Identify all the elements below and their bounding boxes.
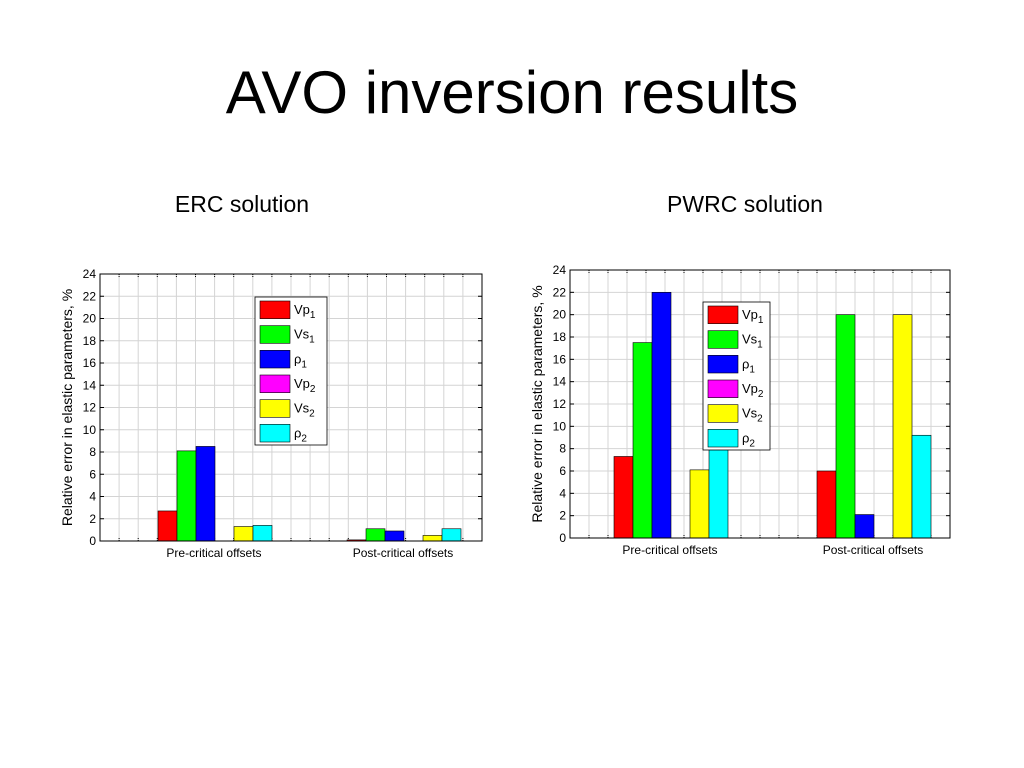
bar-rho1-pre [195,446,216,542]
legend-swatch [259,350,291,369]
bar-vs1-pre [632,342,653,539]
bar-rho1-post [384,530,405,542]
bar-rho2-pre [252,525,273,542]
y-tick-label: 20 [553,308,567,322]
legend-swatch [259,399,291,418]
bar-vp1-pre [613,456,634,539]
y-tick-label: 0 [559,531,566,545]
legend-swatch [259,374,291,393]
legend-swatch [259,424,291,443]
pwrc-panel-title: PWRC solution [667,191,823,217]
y-tick-label: 16 [83,356,97,370]
y-tick-label: 14 [83,378,97,392]
legend-swatch [707,429,739,448]
legend-swatch [707,330,739,349]
y-tick-label: 0 [89,534,96,548]
y-tick-label: 10 [83,423,97,437]
y-tick-label: 18 [83,334,97,348]
bar-vs1-post [835,314,856,539]
legend-box [702,301,771,451]
x-category-label: Pre-critical offsets [622,543,717,557]
y-tick-label: 14 [553,375,567,389]
y-tick-label: 24 [553,263,567,277]
legend-swatch [259,325,291,344]
y-tick-label: 12 [83,401,97,415]
y-tick-label: 20 [83,312,97,326]
legend-swatch [707,305,739,324]
bar-vs2-post [422,535,443,542]
y-tick-label: 4 [559,486,566,500]
y-tick-label: 24 [83,267,97,281]
x-category-label: Pre-critical offsets [166,546,261,560]
y-tick-label: 2 [559,509,566,523]
y-tick-label: 22 [83,289,97,303]
erc-panel-title: ERC solution [174,191,310,217]
y-tick-label: 10 [553,419,567,433]
axes-frame [569,269,951,539]
legend-swatch [707,404,739,423]
bar-vs2-post [892,314,913,539]
y-tick-label: 8 [559,442,566,456]
y-axis-label: Relative error in elastic parameters, % [59,289,75,526]
bar-rho2-post [911,434,932,539]
slide-title: AVO inversion results [225,59,799,126]
y-tick-label: 22 [553,285,567,299]
bar-rho2-post [441,528,462,542]
y-tick-label: 2 [89,512,96,526]
y-tick-label: 16 [553,352,567,366]
bar-vp1-post [816,470,837,539]
y-tick-label: 6 [559,464,566,478]
bar-rho1-post [854,514,875,539]
bar-vs1-post [365,528,386,542]
x-category-label: Post-critical offsets [353,546,453,560]
y-axis-label: Relative error in elastic parameters, % [529,285,545,522]
bar-vs2-pre [233,526,254,542]
legend-swatch [707,379,739,398]
y-tick-label: 12 [553,397,567,411]
legend-box [254,296,328,446]
axes-frame [99,273,483,542]
y-tick-label: 18 [553,330,567,344]
bar-rho1-pre [651,292,672,539]
bar-vp1-pre [157,510,178,542]
x-category-label: Post-critical offsets [823,543,923,557]
legend-swatch [707,355,739,374]
y-tick-label: 8 [89,445,96,459]
bar-vs2-pre [689,469,710,539]
y-tick-label: 4 [89,490,96,504]
bar-vs1-pre [176,450,197,542]
legend-swatch [259,300,291,319]
y-tick-label: 6 [89,467,96,481]
